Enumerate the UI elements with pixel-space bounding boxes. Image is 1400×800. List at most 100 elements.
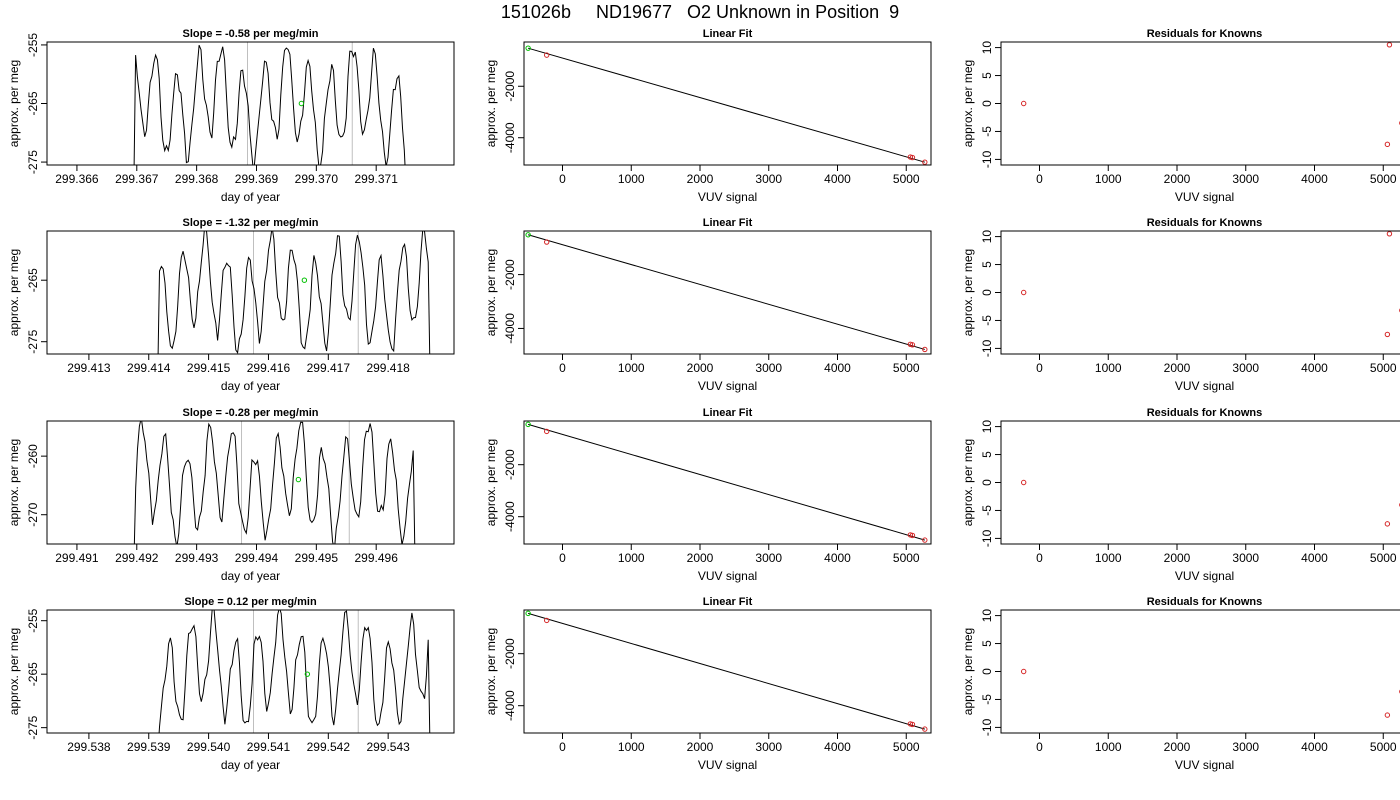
fit-line [527,423,925,541]
chart-panel-7: 299.491 299.492 299.493 299.494 299.495 299.4… [7,407,455,583]
x-tick-label: 299.542 [307,740,351,754]
chart-title: Linear Fit [703,28,753,40]
plot-frame [1000,41,1400,166]
y-axis-label: approx. per meg [7,60,21,147]
data-point [1020,668,1027,675]
chart-title: Linear Fit [703,217,753,229]
x-tick-label: 299.491 [55,551,99,565]
data-point [525,232,531,238]
plot-frame [1000,609,1400,734]
y-tick-label: -10 [980,718,994,736]
x-tick-label: 1000 [1095,361,1122,375]
chart-panel-10: 299.538 299.539 299.540 299.541 299.542 299.5… [7,596,455,772]
y-tick-label: -2000 [503,71,517,102]
x-tick-label: 3000 [1232,551,1259,565]
y-axis-label: approx. per meg [7,628,21,715]
plot-area [1020,479,1400,527]
x-tick-label: 299.370 [295,172,339,186]
y-tick-label: -4000 [503,690,517,721]
x-tick-label: 299.369 [235,172,279,186]
x-tick-label: 4000 [824,172,851,186]
x-tick-label: 299.492 [115,551,159,565]
x-tick-label: 299.415 [187,361,231,375]
x-tick-label: 299.413 [67,361,111,375]
data-point [909,721,916,728]
y-axis-label: approx. per meg [484,60,498,147]
data-point [922,159,928,165]
x-tick-label: 4000 [824,361,851,375]
y-tick-label: 10 [980,41,994,55]
chart-panel-1: 299.366 299.367 299.368 299.369 299.370 299.3… [7,28,455,204]
x-tick-label: 4000 [1301,551,1328,565]
y-axis-label: approx. per meg [484,249,498,336]
plot-area [133,421,416,544]
chart-panel-8: 0 1000 2000 3000 4000 5000 -2000 -4000 Linear Fi… [484,407,932,583]
y-tick-label: -4000 [503,122,517,153]
plot-area [1020,668,1400,718]
x-tick-label: 299.366 [55,172,99,186]
y-tick-label: 5 [980,261,994,268]
chart-title: Slope = -0.28 per meg/min [182,407,318,419]
x-tick-label: 2000 [687,551,714,565]
chart-panel-2: 0 1000 2000 3000 4000 5000 -2000 -4000 Linear Fi… [484,28,932,204]
chart-panel-4: 299.413 299.414 299.415 299.416 299.417 299.4… [7,217,455,393]
plot-area [1020,42,1400,148]
x-tick-label: 299.543 [366,740,410,754]
y-tick-label: -2000 [503,449,517,480]
x-tick-label: 0 [1036,172,1043,186]
x-tick-label: 5000 [1370,740,1397,754]
x-axis-label: VUV signal [698,758,757,772]
x-axis-label: day of year [221,190,280,204]
x-tick-label: 5000 [893,361,920,375]
x-tick-label: 299.417 [307,361,351,375]
data-point [1020,100,1027,107]
y-tick-label: 0 [980,289,994,296]
x-tick-label: 0 [559,361,566,375]
x-tick-label: 4000 [824,740,851,754]
chart-panel-12: 0 1000 2000 3000 4000 5000 10 5 0 -5 -10 Residuals … [961,596,1400,772]
x-tick-label: 3000 [1232,172,1259,186]
plot-area [158,610,431,733]
data-point [543,52,550,58]
plot-area [133,42,406,165]
x-tick-label: 4000 [1301,740,1328,754]
y-tick-label: -5 [980,315,994,326]
x-tick-label: 299.539 [127,740,171,754]
y-tick-label: -275 [26,150,40,174]
x-tick-label: 0 [1036,551,1043,565]
x-tick-label: 3000 [755,740,782,754]
data-point [1384,141,1391,148]
y-tick-label: -5 [980,126,994,137]
x-axis-label: day of year [221,569,280,583]
x-tick-label: 0 [1036,361,1043,375]
y-tick-label: -265 [26,91,40,115]
y-axis-label: approx. per meg [961,628,975,715]
y-tick-label: -260 [26,444,40,468]
data-point [909,154,916,161]
x-tick-label: 3000 [755,361,782,375]
x-tick-label: 0 [559,551,566,565]
y-axis-label: approx. per meg [7,249,21,336]
y-tick-label: 10 [980,230,994,244]
x-axis-label: VUV signal [1175,758,1234,772]
chart-title: Slope = 0.12 per meg/min [184,596,317,608]
highlight-point [304,671,311,677]
x-tick-label: 299.540 [187,740,231,754]
chart-panel-9: 0 1000 2000 3000 4000 5000 10 5 0 -5 -10 Residuals … [961,407,1400,583]
x-tick-label: 299.414 [127,361,171,375]
x-tick-label: 5000 [1370,361,1397,375]
x-tick-label: 2000 [1164,361,1191,375]
data-point [922,537,928,543]
series-line [158,610,431,733]
x-tick-label: 299.541 [247,740,291,754]
x-tick-label: 2000 [1164,740,1191,754]
data-point [909,342,916,348]
y-axis-label: approx. per meg [484,439,498,526]
y-tick-label: 0 [980,100,994,107]
fit-line [527,612,925,730]
y-tick-label: -10 [980,529,994,547]
x-tick-label: 299.367 [115,172,159,186]
y-tick-label: -10 [980,339,994,357]
x-tick-label: 299.493 [175,551,219,565]
